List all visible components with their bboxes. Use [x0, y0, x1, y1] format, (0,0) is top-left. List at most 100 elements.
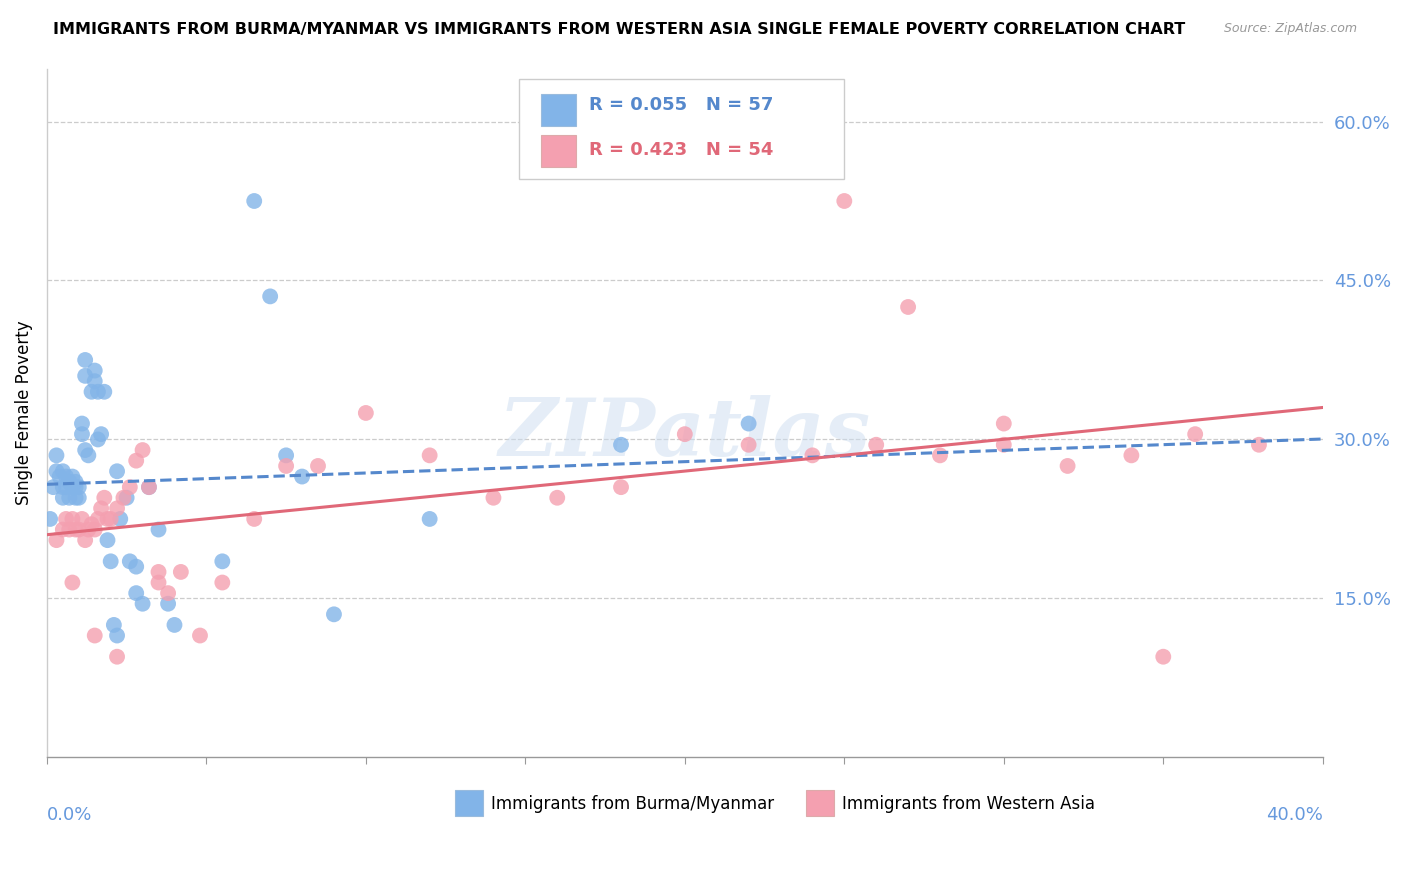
Point [1247, 438, 1270, 452]
Point [52, 464, 75, 478]
Text: IMMIGRANTS FROM BURMA/MYANMAR VS IMMIGRANTS FROM WESTERN ASIA SINGLE FEMALE POVE: IMMIGRANTS FROM BURMA/MYANMAR VS IMMIGRA… [53, 22, 1185, 37]
Point [188, 628, 211, 642]
Point [67, 523, 90, 537]
Point [75, 368, 97, 383]
Point [93, 491, 115, 505]
Point [1152, 649, 1174, 664]
Point [163, 618, 186, 632]
Point [75, 353, 97, 368]
Point [243, 512, 266, 526]
Point [546, 491, 568, 505]
Point [83, 374, 105, 388]
Point [610, 438, 633, 452]
Point [96, 512, 118, 526]
Point [39, 512, 62, 526]
Point [70, 512, 93, 526]
Point [58, 523, 80, 537]
Point [148, 575, 170, 590]
Point [87, 512, 110, 526]
Point [307, 458, 329, 473]
Point [610, 480, 633, 494]
Point [211, 575, 233, 590]
Point [1056, 458, 1078, 473]
Point [157, 597, 180, 611]
Point [83, 523, 105, 537]
Point [70, 417, 93, 431]
Point [105, 628, 128, 642]
Point [45, 448, 67, 462]
Point [243, 194, 266, 208]
Point [131, 597, 153, 611]
Point [1121, 448, 1143, 462]
Point [118, 554, 141, 568]
Point [52, 491, 75, 505]
Point [42, 480, 65, 494]
Text: ZIPatlas: ZIPatlas [499, 395, 870, 473]
Point [60, 469, 83, 483]
Point [737, 438, 759, 452]
Point [80, 384, 103, 399]
Point [993, 417, 1015, 431]
Point [115, 491, 138, 505]
Point [48, 469, 70, 483]
Point [419, 448, 441, 462]
Text: Immigrants from Western Asia: Immigrants from Western Asia [842, 795, 1095, 813]
Point [103, 618, 125, 632]
Point [52, 480, 75, 494]
Point [110, 512, 132, 526]
Point [90, 427, 112, 442]
Point [80, 517, 103, 532]
Text: 40.0%: 40.0% [1265, 805, 1323, 823]
Point [112, 491, 135, 505]
Point [737, 417, 759, 431]
Point [993, 438, 1015, 452]
Point [58, 491, 80, 505]
Point [801, 448, 824, 462]
Point [419, 512, 441, 526]
Point [274, 448, 297, 462]
Point [157, 586, 180, 600]
Point [865, 438, 887, 452]
Y-axis label: Single Female Poverty: Single Female Poverty [15, 320, 32, 505]
Point [55, 512, 77, 526]
Point [65, 491, 87, 505]
Point [125, 559, 148, 574]
Point [70, 427, 93, 442]
Point [138, 480, 160, 494]
Point [211, 554, 233, 568]
Point [897, 300, 920, 314]
Point [100, 512, 122, 526]
Point [55, 480, 77, 494]
Text: Source: ZipAtlas.com: Source: ZipAtlas.com [1223, 22, 1357, 36]
Point [90, 501, 112, 516]
Point [93, 384, 115, 399]
Point [105, 501, 128, 516]
FancyBboxPatch shape [541, 94, 576, 126]
Point [131, 443, 153, 458]
Point [259, 289, 281, 303]
Point [45, 533, 67, 548]
Point [83, 628, 105, 642]
Point [148, 523, 170, 537]
Point [118, 480, 141, 494]
Point [125, 586, 148, 600]
Point [65, 475, 87, 489]
Point [105, 649, 128, 664]
FancyBboxPatch shape [456, 789, 484, 816]
Point [60, 575, 83, 590]
Point [87, 433, 110, 447]
Point [65, 480, 87, 494]
Point [170, 565, 193, 579]
Point [67, 491, 90, 505]
Point [148, 565, 170, 579]
Point [87, 384, 110, 399]
Text: R = 0.423   N = 54: R = 0.423 N = 54 [589, 141, 773, 159]
Point [52, 523, 75, 537]
Point [100, 554, 122, 568]
Text: Immigrants from Burma/Myanmar: Immigrants from Burma/Myanmar [491, 795, 775, 813]
Point [482, 491, 505, 505]
Point [274, 458, 297, 473]
Point [45, 464, 67, 478]
Point [929, 448, 952, 462]
Point [834, 194, 856, 208]
